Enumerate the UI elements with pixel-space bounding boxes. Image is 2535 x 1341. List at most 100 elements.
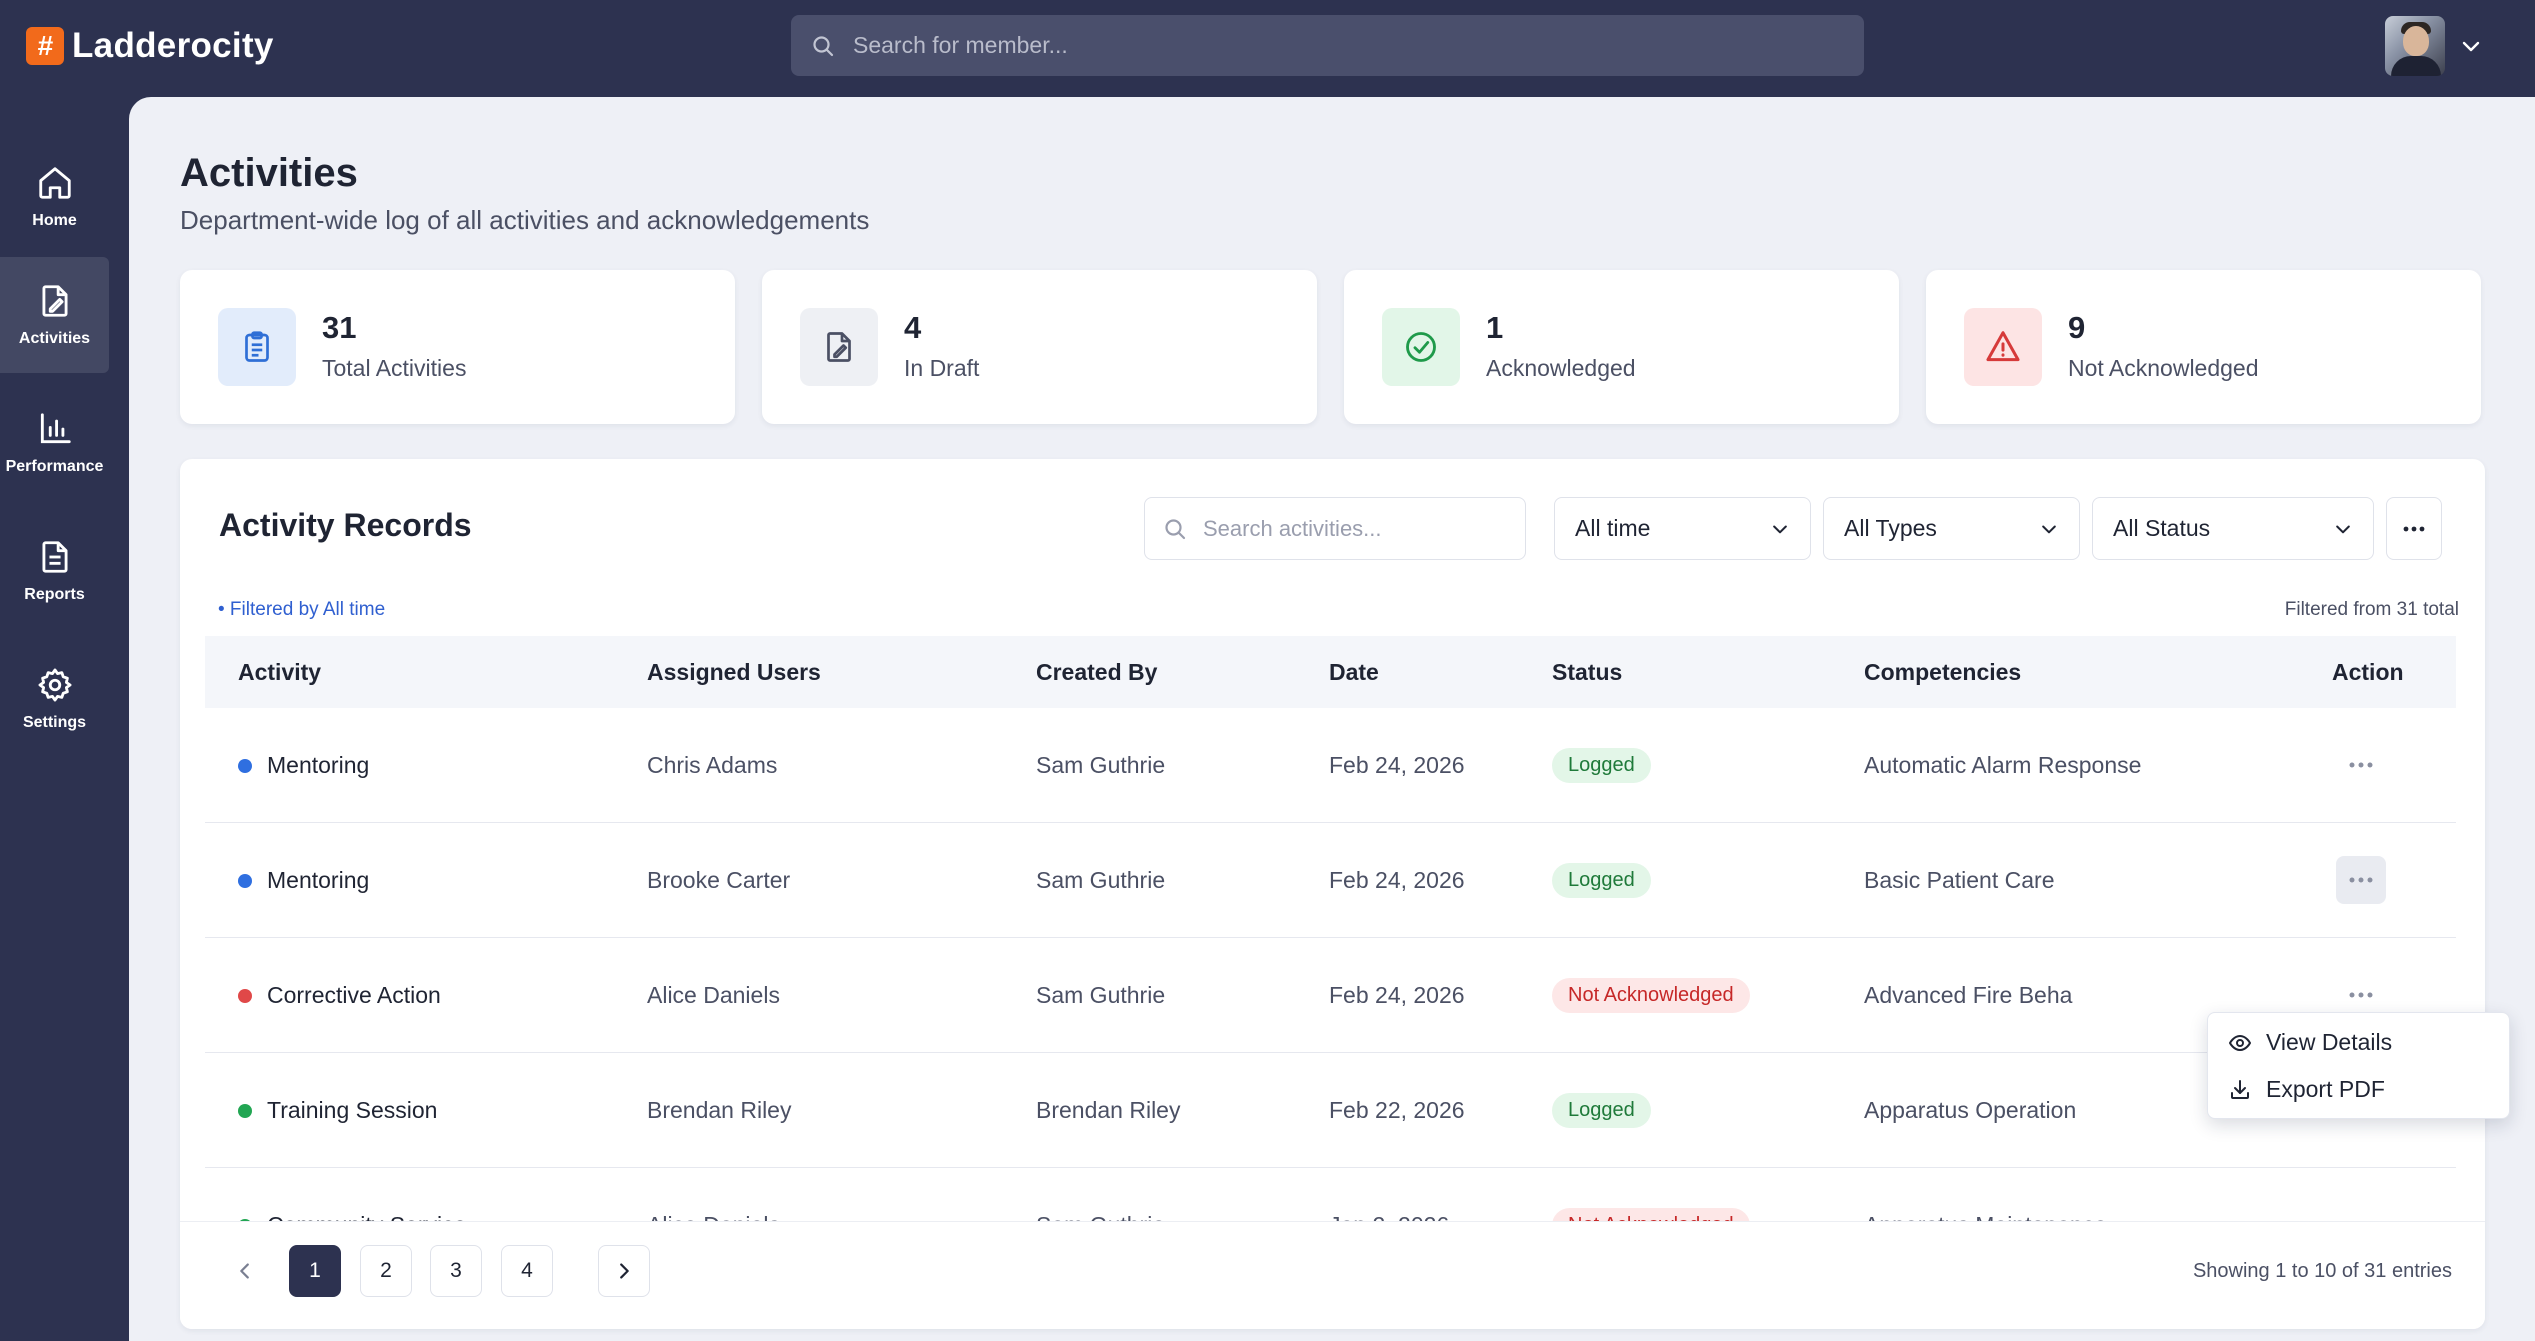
avatar[interactable] — [2385, 16, 2445, 76]
top-bar: # Ladderocity — [0, 0, 2535, 97]
table-row[interactable]: Corrective Action Alice Daniels Sam Guthri… — [205, 938, 2456, 1053]
competencies-cell: Advanced Fire Beha — [1864, 982, 2073, 1008]
stat-value: 1 — [1486, 310, 1504, 345]
table-row[interactable]: Mentoring Chris Adams Sam Guthrie Feb 24, 2… — [205, 708, 2456, 823]
view-details-menu-item[interactable]: View Details — [2228, 1029, 2392, 1056]
table-row[interactable]: Training Session Brendan Riley Brendan Ril… — [205, 1053, 2456, 1168]
menu-item-label: View Details — [2266, 1029, 2393, 1055]
sidebar-item-label: Performance — [5, 458, 104, 475]
page-button-2[interactable]: 2 — [360, 1245, 412, 1297]
sidebar-item-home[interactable]: Home — [0, 139, 109, 255]
created-by-cell: Sam Guthrie — [1036, 982, 1166, 1008]
competencies-cell: Basic Patient Care — [1864, 867, 2055, 893]
chevron-down-icon[interactable] — [2459, 34, 2483, 58]
check-circle-icon — [1382, 308, 1460, 386]
assigned-users-cell: Alice Daniels — [647, 982, 780, 1008]
sidebar-item-label: Reports — [24, 586, 85, 603]
logo-mark-icon: # — [26, 27, 64, 65]
document-icon — [41, 541, 68, 573]
column-header-assigned-users[interactable]: Assigned Users — [647, 659, 821, 685]
row-action-menu: View Details Export PDF — [2207, 1012, 2510, 1119]
sidebar-item-reports[interactable]: Reports — [0, 513, 109, 629]
sidebar-item-activities[interactable]: Activities — [0, 257, 109, 373]
warning-icon — [1964, 308, 2042, 386]
app-logo[interactable]: # Ladderocity — [26, 26, 274, 66]
previous-page-button[interactable] — [219, 1245, 271, 1297]
stat-label: In Draft — [904, 355, 980, 381]
status-badge: Not Acknowledged — [1552, 978, 1750, 1013]
sidebar: Home Activities Performance Reports Sett… — [0, 97, 129, 1341]
page-subtitle: Department-wide log of all activities an… — [180, 205, 870, 235]
date-cell: Feb 22, 2026 — [1329, 1097, 1465, 1123]
more-options-button[interactable] — [2386, 497, 2442, 560]
status-badge: Logged — [1552, 748, 1651, 783]
clipboard-icon — [218, 308, 296, 386]
table-row[interactable]: Mentoring Brooke Carter Sam Guthrie Feb 24,… — [205, 823, 2456, 938]
page-button-1[interactable]: 1 — [289, 1245, 341, 1297]
dropdown-value: All time — [1575, 515, 1651, 541]
download-icon — [2231, 1079, 2249, 1099]
activity-name: Corrective Action — [267, 982, 441, 1008]
entries-summary: Showing 1 to 10 of 31 entries — [2192, 1260, 2452, 1282]
page-button-3[interactable]: 3 — [430, 1245, 482, 1297]
app-name: Ladderocity — [72, 26, 274, 65]
column-header-created-by[interactable]: Created By — [1036, 659, 1158, 685]
sidebar-item-label: Home — [32, 212, 77, 229]
status-filter-dropdown[interactable]: All Status — [2092, 497, 2374, 560]
member-search-input[interactable] — [853, 32, 1753, 59]
type-filter-dropdown[interactable]: All Types — [1823, 497, 2080, 560]
assigned-users-cell: Chris Adams — [647, 752, 778, 778]
member-search[interactable] — [791, 15, 1864, 76]
row-action-button[interactable] — [2336, 741, 2386, 789]
chevron-right-icon — [620, 1263, 629, 1279]
user-menu[interactable] — [2385, 16, 2483, 76]
edit-document-icon — [800, 308, 878, 386]
activity-search-input[interactable] — [1203, 515, 1503, 542]
status-badge: Logged — [1552, 1093, 1651, 1128]
activity-cell: Corrective Action — [238, 938, 441, 1053]
next-page-button[interactable] — [598, 1245, 650, 1297]
date-cell: Feb 24, 2026 — [1329, 982, 1465, 1008]
stat-card-draft: 4 In Draft — [762, 270, 1317, 424]
dropdown-value: All Status — [2113, 515, 2211, 541]
competencies-cell: Automatic Alarm Response — [1864, 752, 2142, 778]
sidebar-item-label: Settings — [22, 714, 87, 731]
sidebar-item-settings[interactable]: Settings — [0, 641, 109, 757]
activity-type-dot — [238, 758, 252, 773]
column-header-status[interactable]: Status — [1552, 659, 1623, 685]
activity-cell: Mentoring — [238, 823, 369, 938]
column-header-competencies[interactable]: Competencies — [1864, 659, 2022, 685]
page-button-4[interactable]: 4 — [501, 1245, 553, 1297]
column-header-action: Action — [2332, 659, 2404, 685]
status-cell: Logged — [1552, 823, 1651, 938]
created-by-cell: Sam Guthrie — [1036, 752, 1166, 778]
export-pdf-menu-item[interactable]: Export PDF — [2228, 1076, 2385, 1103]
activity-name: Training Session — [267, 1097, 438, 1123]
activity-name: Mentoring — [267, 867, 370, 893]
pagination: 1 2 3 4 Showing 1 to 10 of 31 entries — [180, 1221, 2485, 1329]
table-header: Activity Assigned Users Created By Date … — [205, 636, 2456, 708]
column-header-activity[interactable]: Activity — [238, 659, 322, 685]
chevron-down-icon — [2336, 525, 2350, 533]
date-cell: Feb 24, 2026 — [1329, 752, 1465, 778]
chevron-down-icon — [2042, 525, 2056, 533]
stat-card-acknowledged: 1 Acknowledged — [1344, 270, 1899, 424]
gear-icon — [38, 668, 71, 702]
chevron-left-icon — [240, 1263, 249, 1279]
stat-label: Not Acknowledged — [2068, 355, 2259, 381]
stat-card-not-acknowledged: 9 Not Acknowledged — [1926, 270, 2481, 424]
activity-type-dot — [238, 988, 252, 1003]
row-action-button[interactable] — [2336, 856, 2386, 904]
status-badge: Logged — [1552, 863, 1651, 898]
section-title: Activity Records — [219, 507, 472, 543]
row-action-button[interactable] — [2336, 971, 2386, 1019]
column-header-date[interactable]: Date — [1329, 659, 1379, 685]
activity-records-panel: Activity Records All time All Types All … — [180, 459, 2485, 1329]
status-cell: Logged — [1552, 1053, 1651, 1168]
activity-type-dot — [238, 873, 252, 888]
time-filter-dropdown[interactable]: All time — [1554, 497, 1811, 560]
more-horizontal-icon — [2349, 992, 2373, 998]
sidebar-item-performance[interactable]: Performance — [0, 385, 109, 501]
stat-card-total: 31 Total Activities — [180, 270, 735, 424]
activity-search[interactable] — [1144, 497, 1526, 560]
